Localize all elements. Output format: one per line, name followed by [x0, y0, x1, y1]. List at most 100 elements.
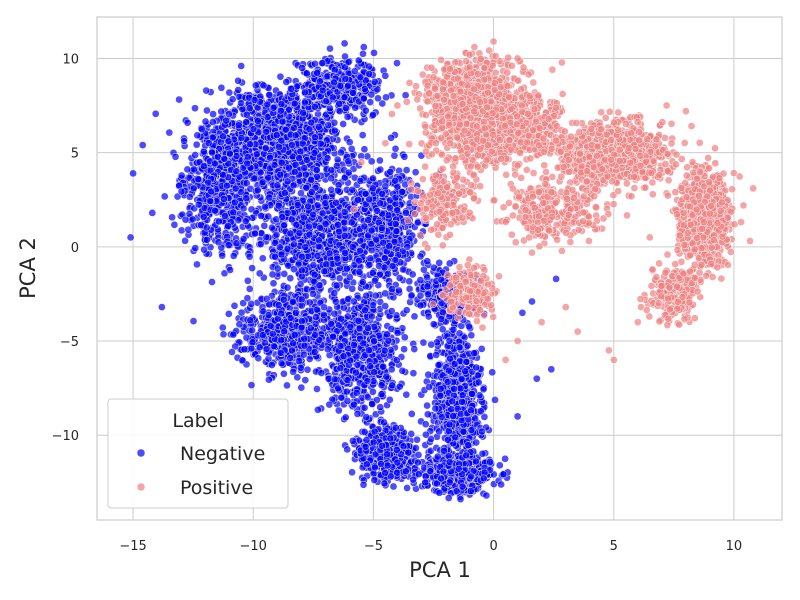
data-point-negative [290, 124, 298, 132]
data-point-negative [252, 150, 261, 159]
data-point-negative [424, 370, 433, 379]
data-point-negative [219, 171, 227, 179]
data-point-negative [168, 213, 176, 222]
data-point-negative [334, 406, 343, 415]
data-point-negative [398, 366, 407, 375]
data-point-negative [232, 152, 241, 160]
data-point-negative [313, 385, 321, 393]
data-point-negative [273, 181, 282, 190]
data-point-negative [199, 213, 208, 221]
data-point-negative [220, 154, 229, 163]
data-point-negative [320, 267, 329, 276]
data-point-negative [277, 100, 286, 108]
data-point-negative [219, 330, 228, 339]
data-point-negative [206, 197, 214, 205]
data-point-negative [343, 376, 352, 385]
data-point-negative [214, 238, 223, 247]
data-point-negative [392, 356, 401, 365]
data-point-negative [253, 117, 262, 125]
data-point-negative [309, 210, 318, 219]
data-point-negative [280, 327, 289, 336]
data-point-negative [297, 323, 306, 332]
data-point-negative [309, 290, 317, 298]
data-point-negative [291, 131, 300, 140]
data-point-negative [194, 200, 203, 209]
data-point-negative [457, 375, 466, 383]
data-point-negative [302, 183, 311, 192]
data-point-negative [243, 159, 252, 168]
data-point-negative [380, 418, 388, 427]
data-point-negative [263, 113, 272, 121]
data-point-negative [421, 420, 430, 429]
data-point-negative [200, 147, 208, 156]
data-point-negative [264, 311, 273, 319]
data-point-negative [332, 198, 340, 207]
data-point-negative [222, 116, 230, 125]
data-point-negative [437, 413, 446, 421]
data-point-negative [353, 410, 362, 418]
data-point-negative [242, 194, 251, 203]
data-point-negative [369, 387, 377, 396]
data-point-negative [342, 264, 351, 273]
data-point-negative [425, 383, 433, 391]
data-point-negative [290, 240, 298, 249]
data-point-negative [274, 201, 283, 210]
data-point-negative [376, 403, 385, 412]
data-point-negative [288, 346, 296, 355]
data-point-negative [276, 170, 285, 179]
data-point-negative [191, 244, 200, 252]
data-point-negative [217, 83, 226, 92]
data-point-negative [208, 148, 216, 157]
data-point-negative [351, 368, 360, 377]
data-point-negative [248, 338, 257, 347]
data-point-negative [264, 212, 273, 221]
data-point-negative [180, 137, 188, 145]
data-point-negative [229, 252, 238, 260]
data-point-negative [268, 223, 276, 232]
data-point-negative [309, 261, 318, 269]
data-point-negative [266, 153, 274, 162]
data-point-negative [281, 189, 289, 197]
data-point-negative [291, 160, 300, 169]
data-point-negative [184, 225, 193, 234]
data-point-negative [175, 95, 183, 104]
data-point-negative [277, 158, 286, 167]
data-point-negative [262, 345, 271, 353]
data-point-negative [427, 340, 436, 349]
data-point-negative [370, 427, 379, 436]
data-point-negative [229, 330, 238, 339]
data-point-negative [265, 193, 274, 202]
data-point-negative [327, 213, 336, 222]
data-point-negative [307, 118, 316, 127]
data-point-negative [312, 313, 320, 321]
data-point-negative [237, 99, 245, 107]
data-point-negative [165, 128, 174, 137]
data-point-negative [344, 312, 352, 321]
data-point-negative [260, 221, 269, 230]
data-point-negative [333, 186, 342, 195]
data-point-negative [237, 134, 246, 142]
data-point-negative [345, 273, 354, 282]
data-point-negative [183, 165, 192, 174]
data-point-negative [183, 118, 192, 127]
data-point-negative [350, 297, 358, 306]
data-point-negative [222, 181, 231, 190]
data-point-negative [327, 174, 336, 183]
data-point-negative [472, 438, 481, 447]
data-point-negative [232, 167, 241, 176]
data-point-negative [488, 368, 497, 377]
data-point-negative [265, 300, 274, 309]
data-point-negative [268, 329, 277, 338]
data-point-negative [298, 317, 306, 325]
data-point-negative [276, 243, 284, 252]
data-point-negative [384, 336, 393, 345]
data-point-negative [446, 354, 454, 363]
data-point-negative [445, 420, 454, 429]
data-point-negative [436, 384, 445, 393]
data-point-negative [253, 186, 262, 195]
data-point-negative [297, 266, 306, 275]
data-point-negative [381, 469, 390, 477]
data-point-negative [290, 265, 298, 274]
data-point-negative [240, 345, 249, 354]
